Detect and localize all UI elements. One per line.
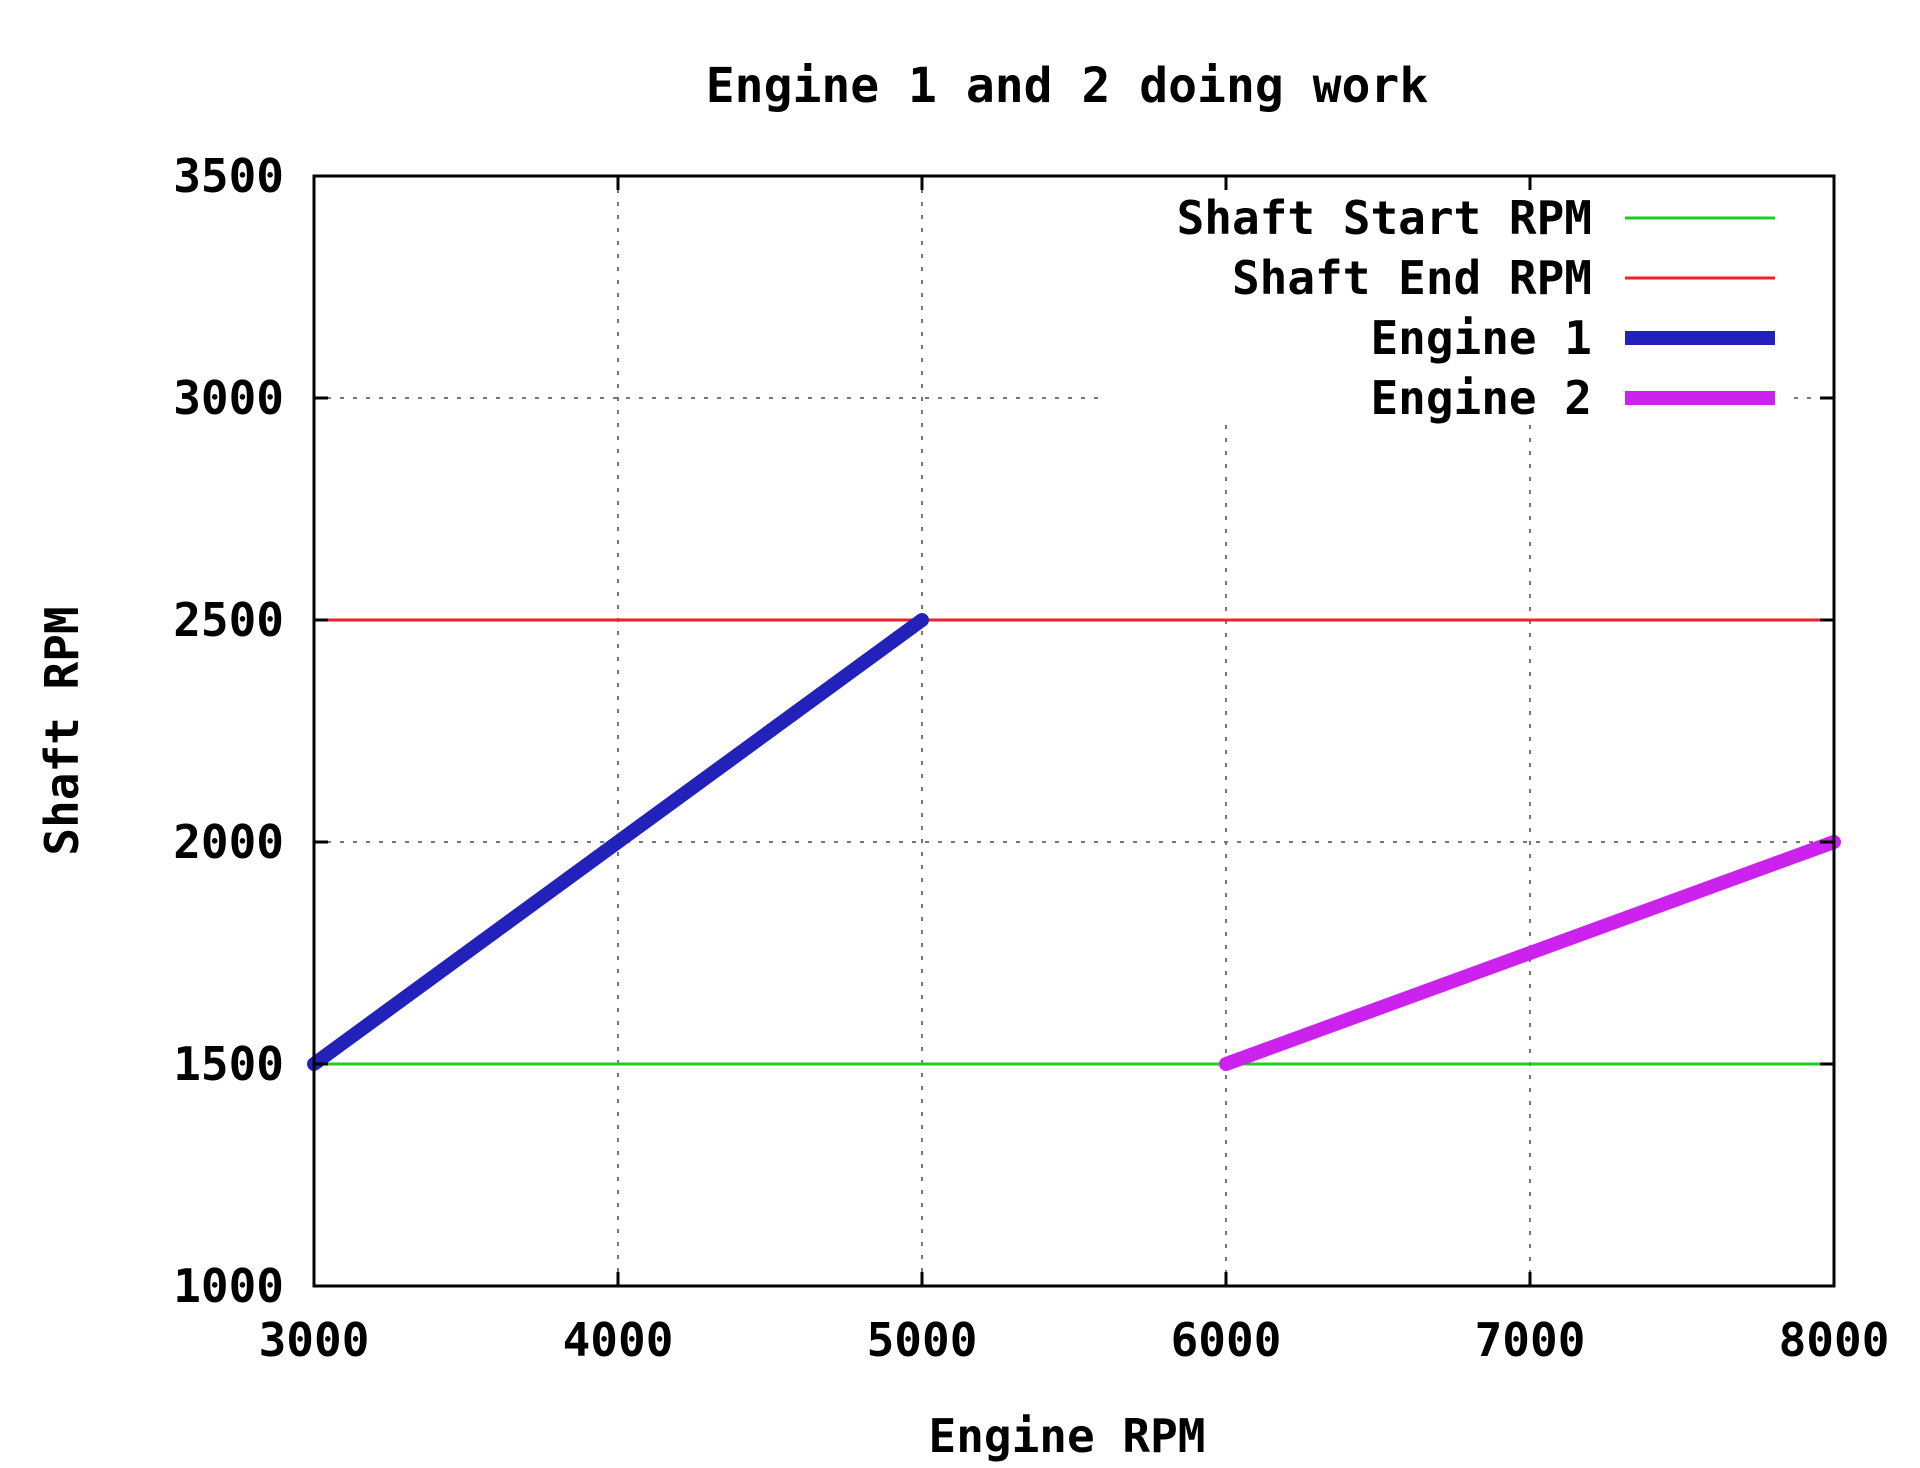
y-tick-label: 3500 [173,149,284,203]
x-tick-label: 7000 [1475,1313,1586,1367]
legend-label-4: Engine 2 [1370,371,1592,425]
y-tick-label: 1500 [173,1037,284,1091]
chart-title: Engine 1 and 2 doing work [706,58,1429,114]
x-tick-label: 6000 [1171,1313,1282,1367]
x-tick-label: 5000 [867,1313,978,1367]
y-tick-label: 2000 [173,815,284,869]
plot-frame [312,174,1836,1288]
series-line-4 [1219,835,1841,1071]
y-axis-label: Shaft RPM [35,606,89,855]
y-tick-label: 1000 [173,1259,284,1313]
series-layer [307,613,1841,1071]
y-tick-label: 3000 [173,371,284,425]
axis-ticks: 3000 4000 5000 6000 7000 8000 1000 1500 2000 2500… [173,149,1889,1367]
legend-label-3: Engine 1 [1370,311,1592,365]
x-axis-label: Engine RPM [929,1409,1206,1463]
y-tick-label: 2500 [173,593,284,647]
series-line-3 [307,613,929,1071]
grid-lines [314,176,1834,1286]
legend-label-1: Shaft Start RPM [1177,191,1592,245]
legend-label-2: Shaft End RPM [1232,251,1592,305]
x-tick-label: 3000 [259,1313,370,1367]
x-tick-label: 4000 [563,1313,674,1367]
legend: Shaft Start RPM Shaft End RPM Engine 1 Engi… [1177,191,1775,425]
x-tick-label: 8000 [1779,1313,1890,1367]
